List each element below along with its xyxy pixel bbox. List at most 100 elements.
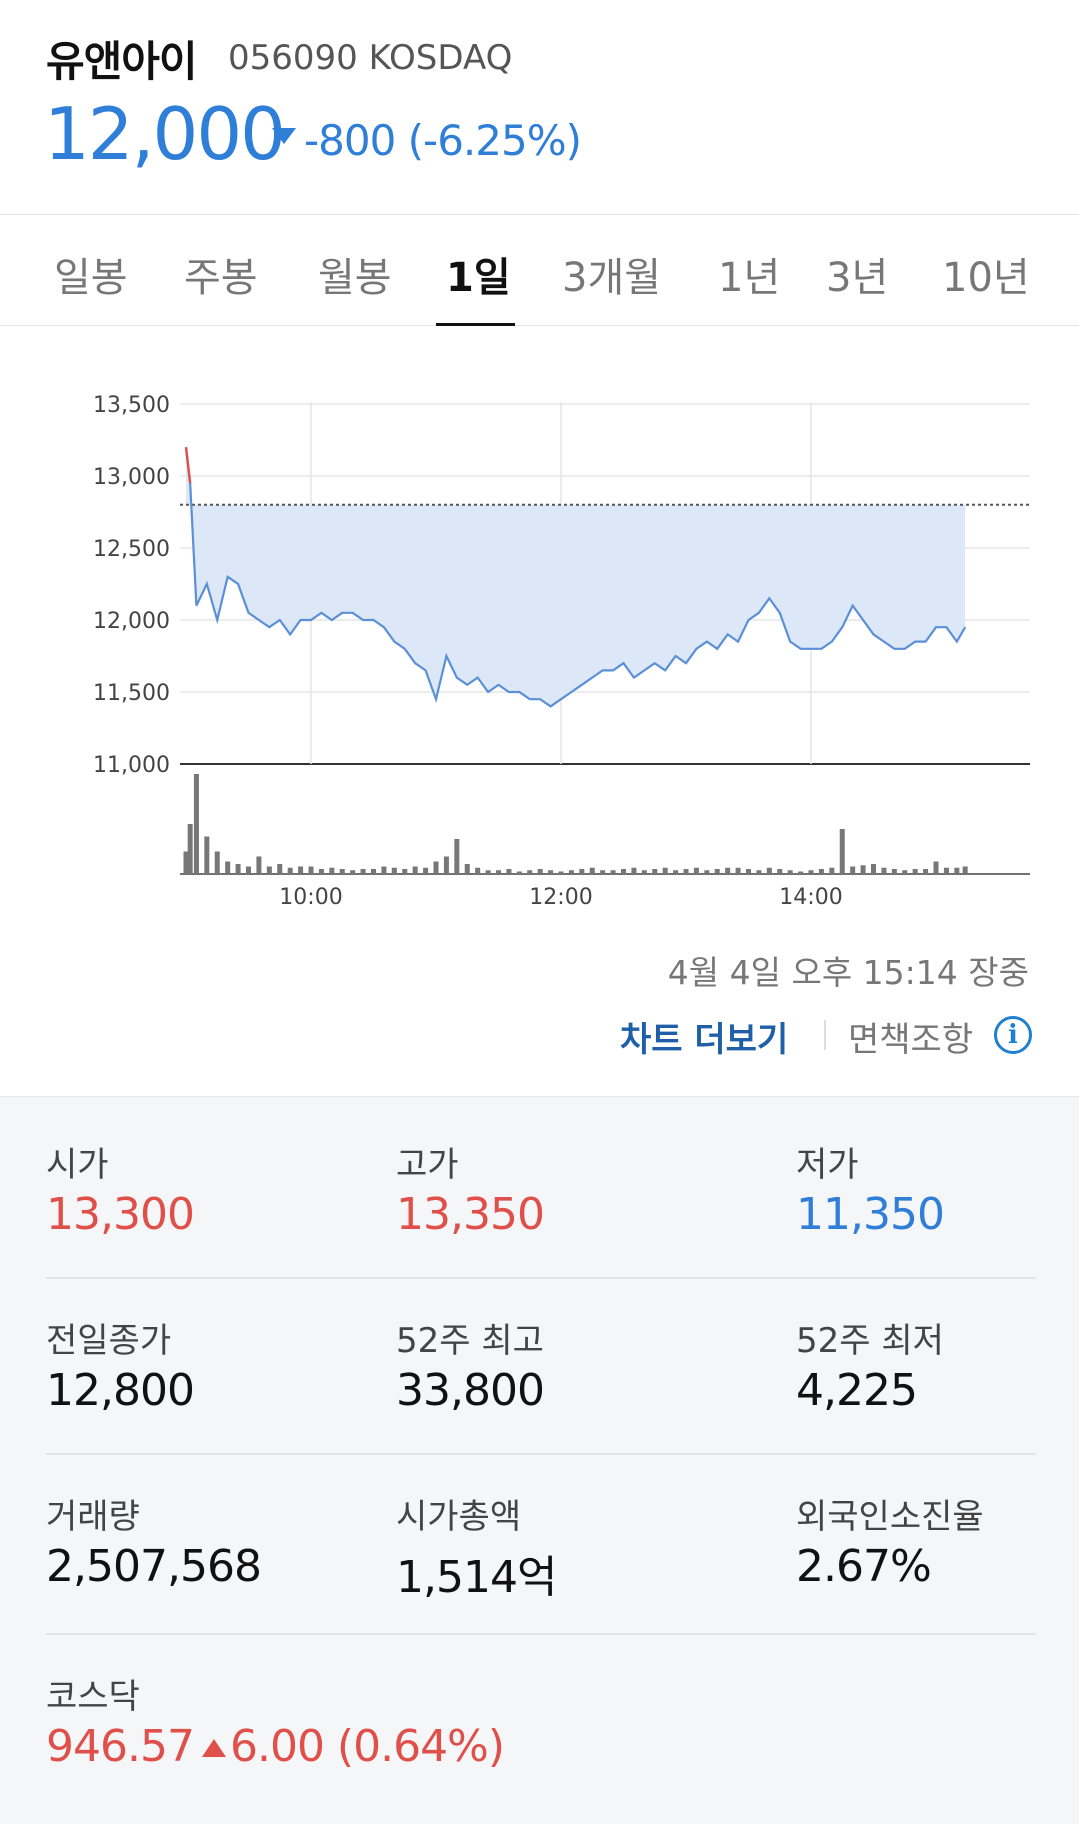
volume-bar <box>475 867 481 874</box>
volume-bar <box>558 871 564 874</box>
w52-high-label: 52주 최고 <box>396 1321 544 1361</box>
volume-bar <box>902 870 908 874</box>
volume-bar <box>339 869 345 874</box>
y-tick-label: 11,500 <box>93 681 170 706</box>
volume-bar <box>933 861 939 874</box>
divider <box>46 1453 1036 1455</box>
info-icon[interactable]: i <box>994 1016 1032 1054</box>
disclaimer-link[interactable]: 면책조항 <box>848 1020 974 1060</box>
volume-bar <box>183 851 189 874</box>
chart-more-link[interactable]: 차트 더보기 <box>620 1020 789 1060</box>
intraday-chart[interactable]: 13,500 13,000 12,500 12,000 11,500 11,000 10:0… <box>0 326 1079 1096</box>
volume-bar <box>464 864 470 874</box>
w52-low-label: 52주 최저 <box>796 1321 944 1361</box>
volume-bar <box>766 867 772 874</box>
low-value: 11,350 <box>796 1189 945 1240</box>
volume-bar <box>798 871 804 874</box>
volume-bar <box>287 867 293 874</box>
price-area-fill <box>186 447 966 707</box>
volume-bar <box>631 867 637 874</box>
x-tick-label: 10:00 <box>279 885 342 910</box>
tab-10years[interactable]: 10년 <box>942 255 1030 301</box>
high-value: 13,350 <box>396 1189 545 1240</box>
market-cap-value: 1,514억 <box>396 1552 557 1603</box>
volume-bar <box>381 866 387 874</box>
divider <box>46 1633 1036 1635</box>
volume-bar <box>350 870 356 874</box>
volume-value: 2,507,568 <box>46 1541 262 1592</box>
tab-weekly[interactable]: 주봉 <box>184 255 258 301</box>
price-line <box>184 447 967 708</box>
volume-bar <box>579 869 585 874</box>
volume-bar <box>266 866 272 874</box>
volume-bar <box>318 869 324 874</box>
down-arrow-icon <box>272 128 296 144</box>
volume-bar <box>871 864 876 874</box>
index-change: 6.00 (0.64%) <box>229 1721 505 1772</box>
volume-bar <box>277 864 283 874</box>
volume-bar <box>808 870 814 874</box>
volume-bar <box>235 864 241 874</box>
tab-1day[interactable]: 1일 <box>446 255 511 301</box>
tab-3months[interactable]: 3개월 <box>562 255 662 301</box>
tab-monthly[interactable]: 월봉 <box>318 255 392 301</box>
tab-1year[interactable]: 1년 <box>718 255 781 301</box>
volume-bar <box>652 869 658 874</box>
volume-bar <box>391 867 397 874</box>
x-tick-label: 14:00 <box>779 885 842 910</box>
volume-bar <box>704 870 710 874</box>
stock-code: 056090 KOSDAQ <box>228 38 513 78</box>
divider <box>46 1277 1036 1279</box>
volume-bar <box>371 869 376 874</box>
price-change: -800 (-6.25%) <box>304 116 582 165</box>
volume-bar <box>662 867 668 874</box>
foreign-ratio-value: 2.67% <box>796 1541 932 1592</box>
prev-close-value: 12,800 <box>46 1365 195 1416</box>
volume-bar <box>881 867 887 874</box>
volume-bar <box>402 869 408 874</box>
volume-bar <box>329 867 335 874</box>
w52-low-value: 4,225 <box>796 1365 918 1416</box>
volume-bar <box>787 870 793 874</box>
foreign-ratio-label: 외국인소진율 <box>796 1497 984 1537</box>
volume-bar <box>673 870 679 874</box>
low-label: 저가 <box>796 1145 859 1185</box>
volume-bar <box>454 839 460 874</box>
separator <box>824 1020 826 1050</box>
stock-name: 유앤아이 <box>46 37 198 86</box>
volume-bar <box>423 867 429 874</box>
volume-bar <box>433 861 439 874</box>
volume-bar <box>756 870 762 874</box>
volume-bar <box>850 866 856 874</box>
volume-bar <box>735 867 741 874</box>
volume-bar <box>891 869 897 874</box>
stock-header: 유앤아이 056090 KOSDAQ 12,000 -800 (-6.25%) <box>0 0 1079 214</box>
period-tabs: 일봉 주봉 월봉 1일 3개월 1년 3년 10년 <box>0 214 1079 327</box>
volume-bar <box>256 856 262 874</box>
volume-bar <box>246 866 251 874</box>
volume-bar <box>610 870 616 874</box>
volume-bar <box>725 867 731 874</box>
volume-bar <box>600 870 606 874</box>
y-tick-label: 13,000 <box>93 465 170 490</box>
x-tick-label: 12:00 <box>529 885 592 910</box>
volume-bar <box>193 774 199 874</box>
volume-label: 거래량 <box>46 1497 140 1537</box>
volume-bar <box>714 869 720 874</box>
volume-bar <box>308 866 314 874</box>
index-row[interactable]: 946.57 6.00 (0.64%) <box>46 1721 505 1772</box>
tab-3years[interactable]: 3년 <box>826 255 889 301</box>
y-tick-label: 11,000 <box>93 753 170 778</box>
high-label: 고가 <box>396 1145 459 1185</box>
volume-bar <box>360 869 366 874</box>
volume-bar <box>923 869 929 874</box>
y-tick-label: 13,500 <box>93 393 170 418</box>
volume-bar <box>641 870 647 874</box>
tab-daily[interactable]: 일봉 <box>54 255 128 301</box>
stats-panel: 시가 13,300 고가 13,350 저가 11,350 전일종가 12,80… <box>0 1096 1079 1824</box>
volume-bar <box>204 836 210 874</box>
index-label[interactable]: 코스닥 <box>46 1677 140 1717</box>
prev-close-label: 전일종가 <box>46 1321 172 1361</box>
chart-svg: 13,500 13,000 12,500 12,000 11,500 11,000 10:0… <box>93 393 1030 910</box>
volume-bar <box>954 867 960 874</box>
